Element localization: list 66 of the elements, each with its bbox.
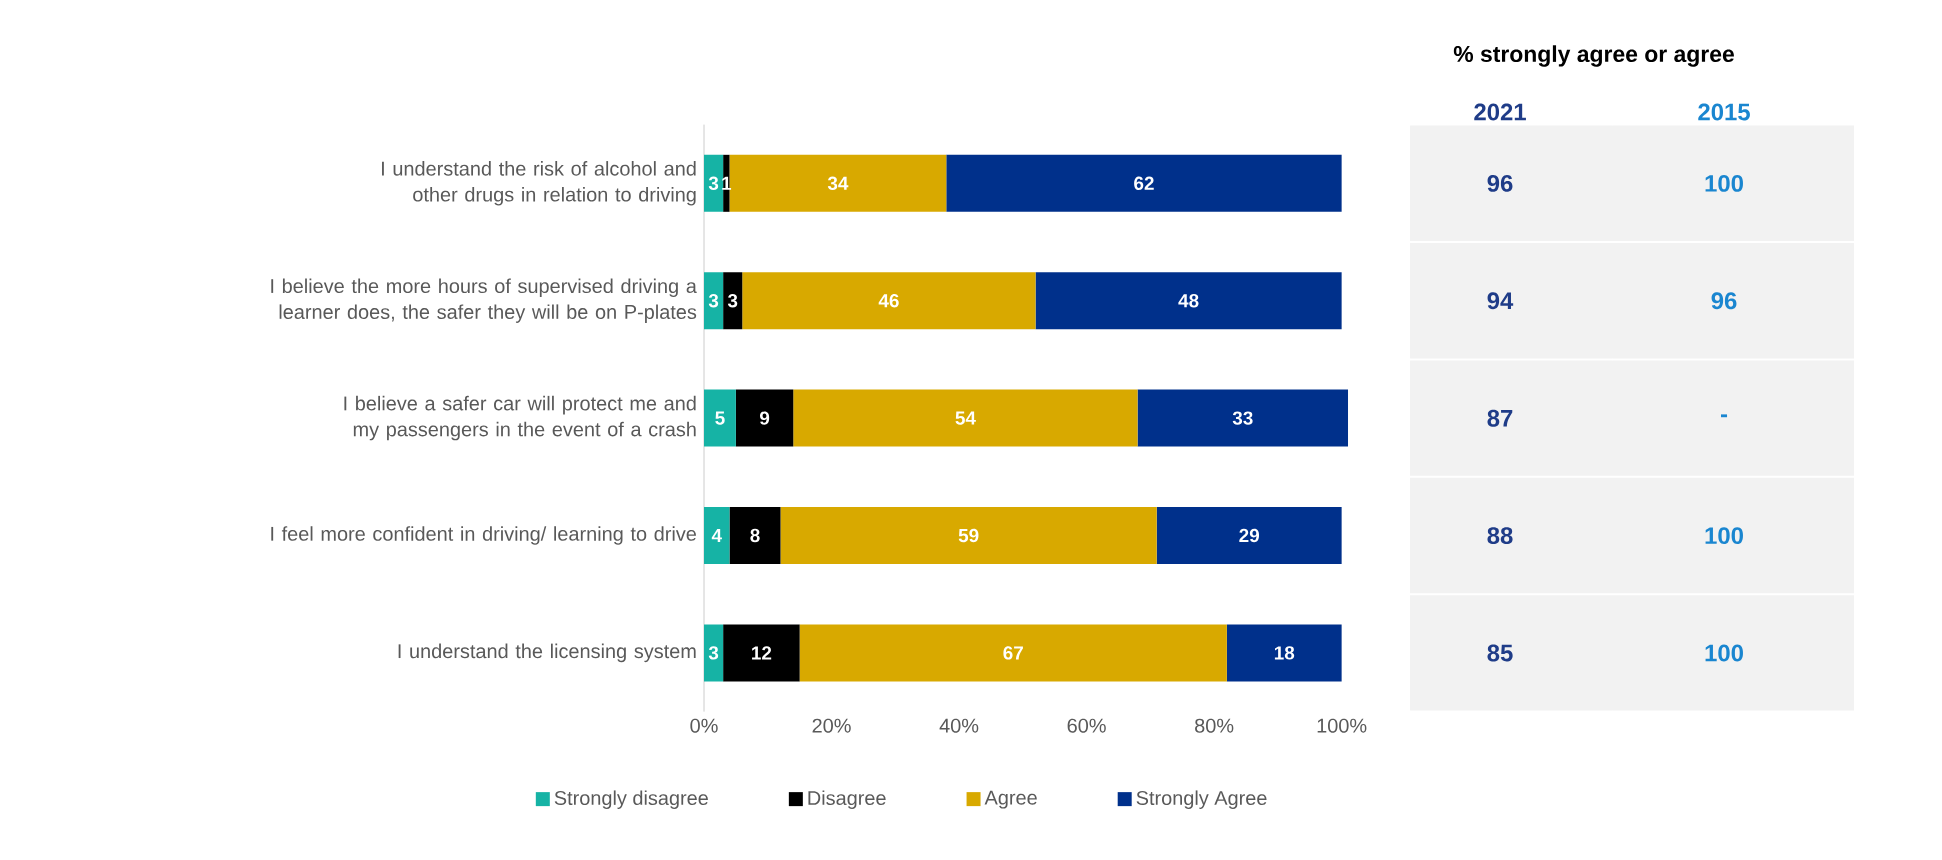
bar xyxy=(1156,507,1342,565)
bar xyxy=(742,272,1036,330)
y-tick-label: I understand the licensing system xyxy=(398,643,696,663)
data-label: 46 xyxy=(878,294,899,308)
data-label: 62 xyxy=(1134,176,1154,191)
data-label: 9 xyxy=(759,411,770,425)
data-label: 67 xyxy=(1003,646,1023,660)
text: 88 xyxy=(1487,527,1513,545)
text: - xyxy=(1720,414,1728,418)
text: 85 xyxy=(1487,644,1513,662)
data-label: 3 xyxy=(708,646,719,660)
data-label: 29 xyxy=(1239,528,1260,543)
x-tick-label: 20% xyxy=(812,718,851,733)
bar xyxy=(723,272,743,330)
text: 87 xyxy=(1487,409,1513,427)
data-label: 3 xyxy=(727,293,738,308)
x-tick-label: 0% xyxy=(690,718,718,733)
y-tick-label: I believe a safer car will protect me and my passengers in the event of a crash xyxy=(344,395,696,441)
bar xyxy=(729,154,947,212)
bar xyxy=(704,624,724,682)
data-label: 4 xyxy=(711,528,722,543)
bar xyxy=(799,624,1227,682)
bar xyxy=(704,272,724,330)
bar xyxy=(793,389,1138,447)
data-label: 8 xyxy=(750,528,760,543)
data-label: 3 xyxy=(708,293,719,308)
bar xyxy=(780,507,1157,565)
data-label: 59 xyxy=(958,528,979,543)
data-label: 12 xyxy=(752,646,772,660)
x-tick-label: 60% xyxy=(1067,718,1106,733)
text: 96 xyxy=(1487,174,1513,192)
text: 100 xyxy=(1705,527,1743,545)
y-tick-label: I understand the risk of alcohol and other drugs in relation to driving xyxy=(382,161,696,206)
x-tick-label: 100% xyxy=(1317,718,1367,733)
data-label: 5 xyxy=(715,411,725,425)
bar xyxy=(704,154,724,212)
bar xyxy=(704,507,730,565)
x-tick-label: 40% xyxy=(939,718,979,733)
bar xyxy=(723,624,800,682)
legend-label: Strongly disagree xyxy=(554,790,708,809)
y-tick-label: I believe the more hours of supervised driving a learner does, the safer they will be on P-plates xyxy=(271,278,697,323)
category-label: 2015 xyxy=(1698,103,1750,121)
data-label: 18 xyxy=(1274,646,1295,660)
y-tick-label: I feel more confident in driving/ learning to drive xyxy=(271,526,696,545)
category-label: 2021 xyxy=(1474,103,1526,121)
legend-label: Strongly Agree xyxy=(1136,790,1267,809)
data-label: 54 xyxy=(955,411,976,425)
legend-label: Disagree xyxy=(808,790,886,809)
text: 96 xyxy=(1711,292,1737,310)
legend-label: Agree xyxy=(984,790,1037,809)
data-label: 33 xyxy=(1232,411,1253,425)
bar xyxy=(1035,272,1342,330)
bar xyxy=(1226,624,1342,682)
text: 100 xyxy=(1705,644,1743,662)
bar xyxy=(735,389,794,447)
data-label: 3 xyxy=(708,176,719,191)
bar xyxy=(704,389,736,447)
text: % strongly agree or agree xyxy=(1453,45,1734,67)
text: 94 xyxy=(1487,292,1514,310)
text: 100 xyxy=(1705,174,1743,192)
bar xyxy=(729,507,781,565)
bar xyxy=(1137,389,1349,447)
data-label: 48 xyxy=(1178,294,1199,308)
x-tick-label: 80% xyxy=(1195,718,1234,733)
data-label: 34 xyxy=(827,176,849,191)
bar xyxy=(946,154,1342,212)
